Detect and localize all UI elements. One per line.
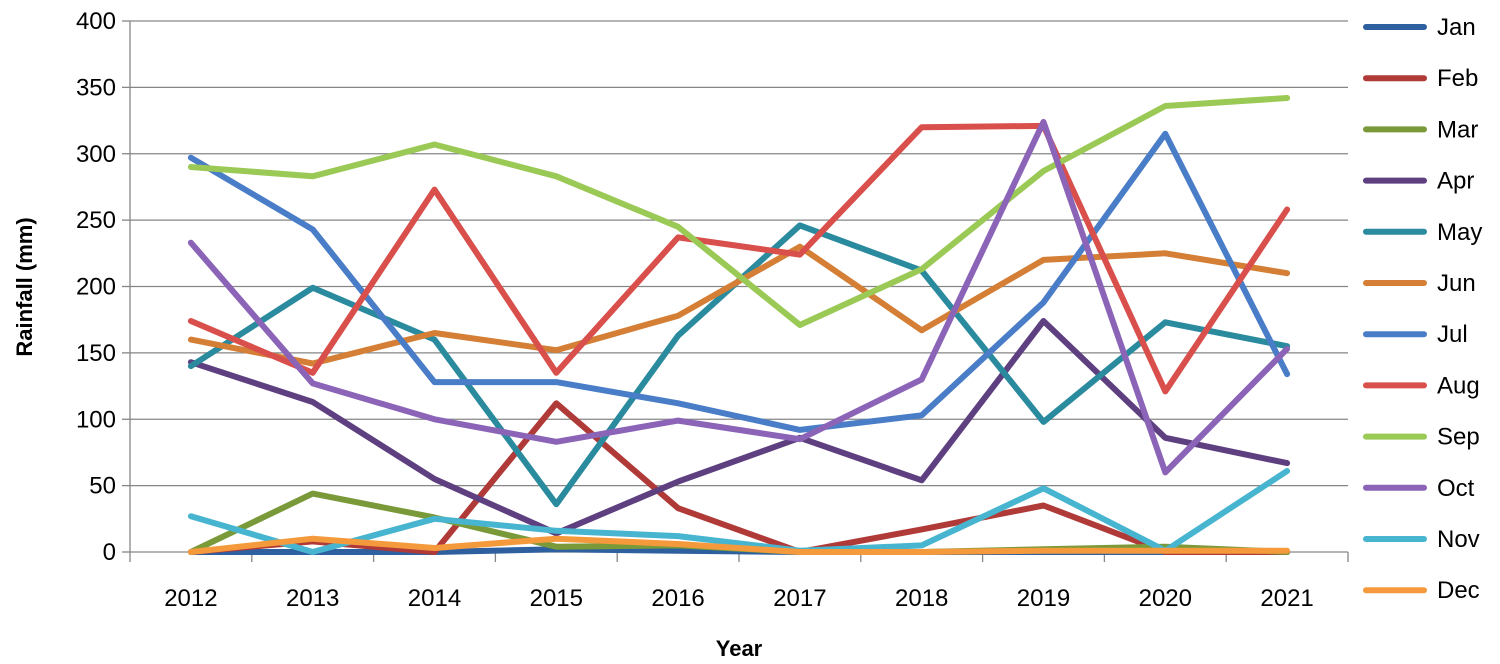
series-line-nov [187,468,1291,555]
legend-label-jun: Jun [1437,270,1476,297]
y-tick-label: 100 [76,406,116,433]
legend-label-jul: Jul [1437,321,1468,348]
legend: Jan Feb Mar Apr May Jun Jul Aug Sep Oct Nov Dec [1363,14,1482,604]
x-tick-label: 2012 [164,585,217,612]
series-line-oct [187,118,1291,476]
x-tick-label: 2017 [773,585,826,612]
legend-label-dec: Dec [1437,577,1480,604]
legend-label-sep: Sep [1437,424,1480,451]
legend-label-aug: Aug [1437,372,1480,399]
series-line-feb [187,400,1291,555]
y-tick-label: 250 [76,207,116,234]
x-tick-label: 2013 [286,585,339,612]
y-axis-ticks: 0 50 100 150 200 250 300 350 400 [76,8,130,566]
legend-label-apr: Apr [1437,168,1474,195]
x-tick-label: 2014 [408,585,461,612]
legend-label-oct: Oct [1437,475,1475,502]
x-axis-ticks: 2012 2013 2014 2015 2016 2017 2018 2019 2020 2021 [129,552,1349,612]
y-tick-label: 50 [89,473,116,500]
series-line-dec [187,535,1291,555]
y-tick-label: 300 [76,141,116,168]
series-lines [187,95,1291,555]
legend-label-jan: Jan [1437,14,1476,41]
series-line-sep [187,95,1291,328]
y-tick-label: 200 [76,274,116,301]
x-tick-label: 2015 [530,585,583,612]
legend-label-may: May [1437,219,1482,246]
x-tick-label: 2016 [651,585,704,612]
x-axis-title: Year [716,636,763,661]
series-line-apr [187,318,1291,537]
series-line-aug [187,122,1291,395]
x-tick-label: 2020 [1139,585,1192,612]
y-tick-label: 400 [76,8,116,35]
series-line-jul [187,130,1291,433]
y-axis-title: Rainfall (mm) [12,217,37,356]
x-tick-label: 2019 [1017,585,1070,612]
legend-label-feb: Feb [1437,65,1478,92]
x-tick-label: 2018 [895,585,948,612]
x-tick-label: 2021 [1260,585,1313,612]
legend-label-nov: Nov [1437,526,1480,553]
legend-label-mar: Mar [1437,116,1478,143]
y-tick-label: 0 [103,539,116,566]
gridlines [130,20,1348,487]
y-tick-label: 150 [76,340,116,367]
y-tick-label: 350 [76,74,116,101]
